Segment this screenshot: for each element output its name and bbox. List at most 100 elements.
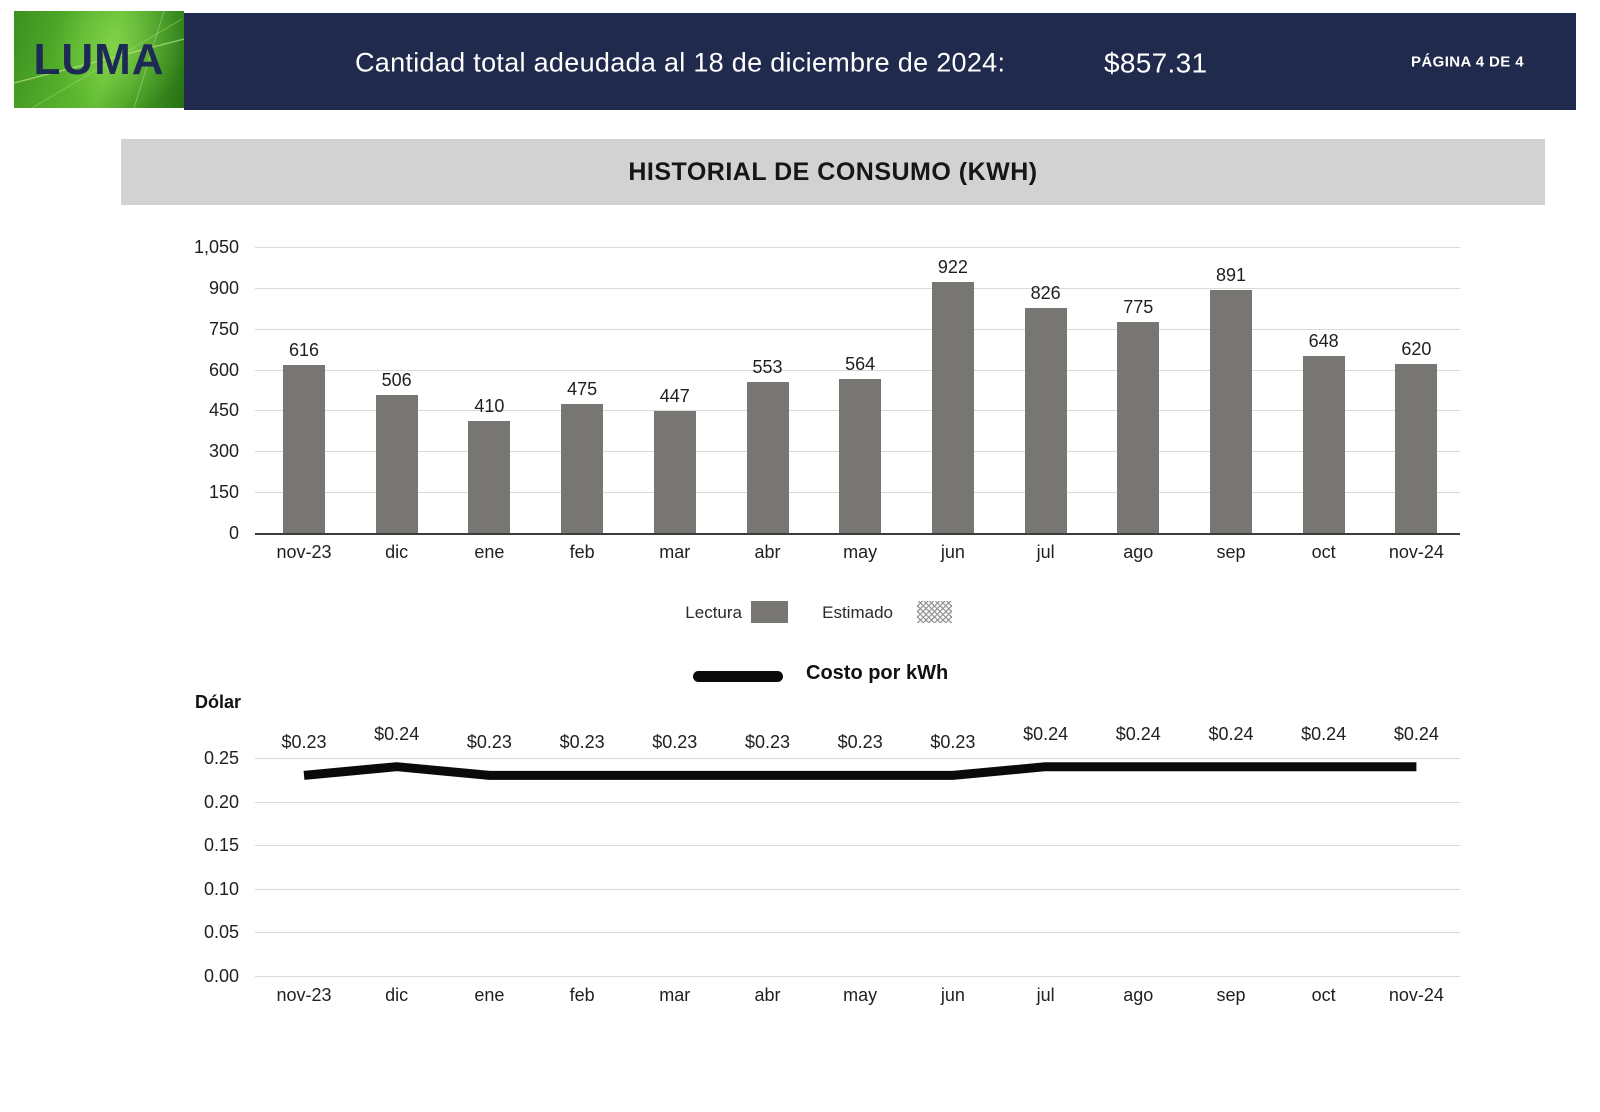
cost-x-tick-label: jun xyxy=(940,985,965,1005)
bar-value-label: 616 xyxy=(288,340,320,361)
consumption-bar xyxy=(375,395,418,533)
bar-value-label: 620 xyxy=(1401,339,1432,360)
bar-value-label: 891 xyxy=(1215,265,1247,286)
bar-x-tick-label: may xyxy=(843,542,878,562)
cost-line-chart: 0.25 0.20 0.15 0.10 0.05 0.00 $0.23 nov-23 $0.24… xyxy=(204,724,1460,1005)
logo-starburst-lines xyxy=(14,11,184,108)
cost-point-label: $0.23 xyxy=(837,732,883,753)
bar-gridline xyxy=(255,247,1460,248)
cost-x-tick-label: ago xyxy=(1123,985,1154,1005)
cost-gridline xyxy=(255,932,1460,933)
bar-value-label: 447 xyxy=(659,386,690,407)
consumption-bar xyxy=(1302,356,1345,533)
cost-point-label: $0.24 xyxy=(1023,723,1069,744)
bar-value-label: 506 xyxy=(381,370,412,391)
bar-x-tick-label: abr xyxy=(754,542,781,562)
consumption-bar xyxy=(1024,308,1067,533)
cost-gridline xyxy=(255,889,1460,890)
cost-x-tick-label: oct xyxy=(1311,985,1336,1005)
legend-estimado-label: Estimado xyxy=(822,603,893,622)
bar-value-label: 775 xyxy=(1123,296,1154,317)
bar-gridline xyxy=(255,370,1460,371)
consumption-bar-chart: 1,050 900 750 600 450 300 150 0 616 nov-23 506 dic 4… xyxy=(194,237,1460,562)
cost-y-tick-label: 0.10 xyxy=(203,879,239,899)
legend-estimado-swatch xyxy=(917,601,952,623)
bar-x-tick-label: dic xyxy=(385,542,409,562)
bar-x-tick-label: oct xyxy=(1311,542,1336,562)
bar-x-tick-label: jun xyxy=(940,542,965,562)
consumption-bar xyxy=(283,365,325,533)
bar-x-tick-label: ene xyxy=(474,542,505,562)
cost-gridline xyxy=(255,758,1460,759)
bar-x-tick-label: mar xyxy=(659,542,691,562)
cost-x-tick-label: ene xyxy=(474,985,505,1005)
cost-point-label: $0.23 xyxy=(652,732,698,753)
cost-x-tick-label: sep xyxy=(1216,985,1246,1005)
bar-y-tick-label: 1,050 xyxy=(193,237,239,257)
bar-value-label: 564 xyxy=(845,354,876,375)
section-title: HISTORIAL DE CONSUMO (KWH) xyxy=(628,157,1038,186)
cost-x-tick-label: may xyxy=(843,985,878,1005)
consumption-bar xyxy=(653,411,696,533)
cost-gridline xyxy=(255,802,1460,803)
cost-point-label: $0.24 xyxy=(1301,723,1347,744)
consumption-bar xyxy=(1395,364,1438,533)
bar-x-tick-label: ago xyxy=(1123,542,1154,562)
cost-point-label: $0.24 xyxy=(1393,723,1439,744)
amount-due-label: Cantidad total adeudada al 18 de diciemb… xyxy=(355,47,1006,78)
bar-value-label: 553 xyxy=(752,357,783,378)
header-bar: Cantidad total adeudada al 18 de diciemb… xyxy=(184,13,1576,110)
dolar-axis-title: Dólar xyxy=(195,692,242,712)
legend-costo-label: Costo por kWh xyxy=(806,662,949,684)
bar-y-tick-label: 150 xyxy=(208,482,239,502)
cost-y-tick-label: 0.15 xyxy=(203,835,239,855)
cost-point-label: $0.23 xyxy=(466,732,512,753)
bar-value-label: 648 xyxy=(1308,331,1339,352)
cost-x-tick-label: mar xyxy=(659,985,691,1005)
cost-x-tick-label: nov-24 xyxy=(1388,985,1444,1005)
luma-logo-text: LUMA xyxy=(33,34,165,84)
bar-value-label: 922 xyxy=(937,256,968,277)
legend-costo-line-swatch xyxy=(693,671,783,682)
bar-x-tick-label: feb xyxy=(569,542,595,562)
consumption-bar xyxy=(1210,290,1252,533)
bar-value-label: 826 xyxy=(1030,283,1061,303)
cost-point-label: $0.24 xyxy=(1208,723,1254,744)
cost-y-tick-label: 0.05 xyxy=(203,922,239,942)
bar-gridline xyxy=(255,329,1460,330)
bar-y-tick-label: 0 xyxy=(228,523,239,543)
legend-lectura-label: Lectura xyxy=(685,603,742,622)
bar-y-tick-label: 300 xyxy=(208,441,239,461)
page-indicator: PÁGINA 4 DE 4 xyxy=(1410,53,1524,70)
bar-y-tick-label: 750 xyxy=(208,319,239,339)
amount-due-value: $857.31 xyxy=(1104,46,1208,78)
cost-point-label: $0.24 xyxy=(374,723,420,744)
cost-point-label: $0.23 xyxy=(930,732,976,753)
cost-gridline xyxy=(255,976,1460,977)
consumption-bar xyxy=(839,379,882,533)
cost-point-label: $0.23 xyxy=(744,732,791,753)
cost-line-path xyxy=(303,762,1417,780)
bar-x-tick-label: jul xyxy=(1036,542,1055,562)
legend-lectura-swatch xyxy=(751,601,788,623)
cost-x-tick-label: dic xyxy=(385,985,409,1005)
cost-y-tick-label: 0.25 xyxy=(203,748,239,768)
cost-point-label: $0.24 xyxy=(1115,723,1161,744)
bar-y-tick-label: 450 xyxy=(208,400,239,420)
luma-logo: LUMA xyxy=(14,11,184,108)
consumption-bar xyxy=(561,403,604,533)
cost-x-tick-label: abr xyxy=(754,985,781,1005)
consumption-bar xyxy=(1117,321,1160,533)
cost-x-tick-label: jul xyxy=(1036,985,1055,1005)
cost-point-label: $0.23 xyxy=(281,732,327,753)
consumption-bar xyxy=(746,382,789,533)
bar-gridline xyxy=(255,533,1460,535)
consumption-bar xyxy=(931,281,974,533)
cost-point-label: $0.23 xyxy=(559,732,605,753)
bar-value-label: 410 xyxy=(474,396,505,417)
bar-x-tick-label: nov-23 xyxy=(276,542,332,562)
cost-gridline xyxy=(255,845,1460,846)
bar-y-tick-label: 900 xyxy=(208,278,239,298)
cost-x-tick-label: feb xyxy=(569,985,595,1005)
